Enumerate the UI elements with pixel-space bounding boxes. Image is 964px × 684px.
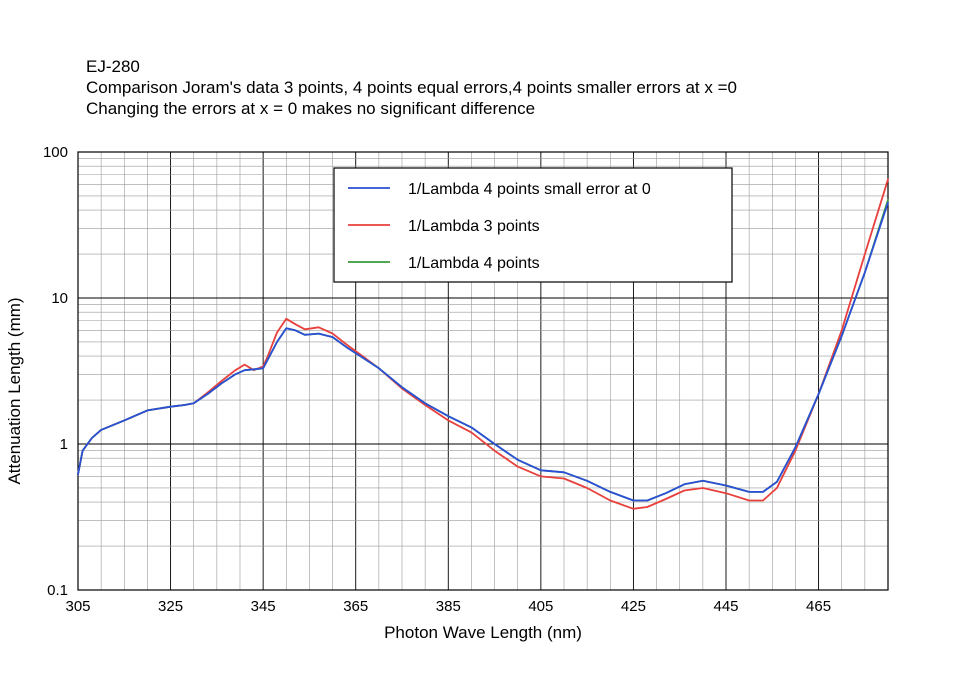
legend-box	[333, 167, 733, 283]
legend: 1/Lambda 4 points small error at 0 1/Lam…	[333, 167, 733, 283]
plot-frame	[77, 151, 889, 591]
x-tick-label: 365	[343, 598, 368, 615]
x-tick-label: 325	[158, 598, 183, 615]
x-tick-label: 345	[251, 598, 276, 615]
chart-subtitle-line-2: Changing the errors at x = 0 makes no si…	[86, 99, 536, 118]
x-tick-label: 425	[621, 598, 646, 615]
y-axis-label: Attenuation Length (mm)	[5, 297, 24, 484]
legend-entry-series-3: 1/Lambda 4 points	[408, 255, 540, 272]
chart-title: EJ-280	[86, 57, 140, 76]
y-tick-label: 100	[43, 144, 68, 161]
y-tick-label: 1	[60, 436, 68, 453]
chart-subtitle-line-1: Comparison Joram's data 3 points, 4 poin…	[86, 78, 737, 97]
y-axis-ticks: 0.1 1 10 100	[43, 144, 68, 599]
x-axis-label: Photon Wave Length (nm)	[384, 623, 582, 642]
x-tick-label: 465	[806, 598, 831, 615]
x-tick-label: 305	[65, 598, 90, 615]
x-tick-label: 385	[436, 598, 461, 615]
y-tick-label: 10	[51, 290, 68, 307]
x-tick-label: 405	[528, 598, 553, 615]
series-layer	[77, 178, 889, 510]
y-tick-label: 0.1	[47, 582, 68, 599]
legend-entry-series-1: 1/Lambda 4 points small error at 0	[408, 181, 651, 198]
series-line-1	[77, 201, 889, 502]
x-tick-label: 445	[713, 598, 738, 615]
chart-title-block: EJ-280 Comparison Joram's data 3 points,…	[86, 56, 737, 119]
legend-entry-series-2: 1/Lambda 3 points	[408, 218, 540, 235]
x-axis-ticks: 305 325 345 365 385 405 425 445 465	[65, 598, 831, 615]
